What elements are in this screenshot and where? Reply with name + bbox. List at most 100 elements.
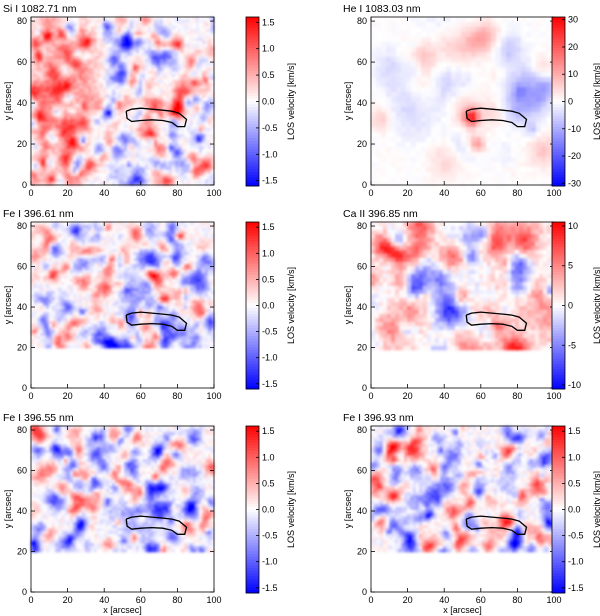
heatmap-cell	[103, 173, 107, 177]
colorbar-segment	[246, 157, 259, 162]
heatmap-cell	[416, 52, 422, 58]
heatmap-cell	[118, 146, 122, 150]
heatmap-cell	[145, 122, 149, 126]
heatmap-cell	[142, 176, 146, 180]
heatmap-cell	[148, 53, 152, 57]
heatmap-cell	[526, 137, 532, 143]
heatmap-cell	[79, 128, 83, 132]
heatmap-cell	[46, 158, 50, 162]
heatmap-cell	[145, 179, 149, 183]
heatmap-cell	[202, 53, 206, 57]
heatmap-cell	[118, 98, 122, 102]
heatmap-cell	[376, 37, 382, 43]
heatmap-cell	[148, 155, 152, 159]
heatmap-cell	[76, 113, 80, 117]
heatmap-cell	[76, 17, 80, 21]
heatmap-cell	[64, 80, 68, 84]
heatmap-cell	[121, 116, 125, 120]
heatmap-cell	[64, 149, 68, 153]
heatmap-cell	[396, 17, 402, 23]
heatmap-cell	[145, 101, 149, 105]
heatmap-cell	[181, 80, 185, 84]
heatmap-cell	[31, 92, 35, 96]
heatmap-cell	[416, 72, 422, 78]
heatmap-cell	[76, 104, 80, 108]
heatmap-cell	[97, 98, 101, 102]
heatmap-cell	[199, 86, 203, 90]
heatmap-cell	[481, 177, 487, 183]
heatmap-cell	[169, 182, 173, 186]
heatmap-cell	[31, 170, 35, 174]
heatmap-cell	[139, 128, 143, 132]
heatmap-cell	[127, 77, 131, 81]
colorbar-segment	[246, 95, 259, 100]
heatmap-cell	[115, 170, 119, 174]
heatmap-cell	[31, 23, 35, 27]
heatmap-cell	[178, 128, 182, 132]
heatmap-cell	[381, 142, 387, 148]
heatmap-cell	[85, 128, 89, 132]
heatmap-cell	[82, 77, 86, 81]
heatmap-cell	[546, 37, 552, 43]
heatmap-cell	[391, 167, 397, 173]
heatmap-cell	[376, 82, 382, 88]
heatmap-cell	[52, 71, 56, 75]
heatmap-cell	[37, 35, 41, 39]
heatmap-cell	[94, 122, 98, 126]
heatmap-cell	[157, 50, 161, 54]
heatmap-cell	[536, 37, 542, 43]
heatmap-cell	[148, 116, 152, 120]
heatmap-cell	[40, 89, 44, 93]
heatmap-cell	[193, 89, 197, 93]
heatmap-cell	[193, 113, 197, 117]
heatmap-cell	[64, 158, 68, 162]
heatmap-cell	[211, 41, 215, 45]
heatmap-cell	[94, 65, 98, 69]
heatmap-cell	[175, 23, 179, 27]
heatmap-cell	[118, 158, 122, 162]
heatmap-cell	[536, 32, 542, 38]
heatmap-cell	[154, 47, 158, 51]
heatmap-cell	[163, 176, 167, 180]
heatmap-cell	[205, 158, 209, 162]
heatmap-cell	[106, 23, 110, 27]
colorbar-segment	[552, 124, 565, 128]
heatmap-cell	[160, 164, 164, 168]
colorbar-segment	[246, 93, 259, 97]
heatmap-cell	[37, 113, 41, 117]
heatmap-cell	[187, 23, 191, 27]
heatmap-cell	[211, 71, 215, 75]
heatmap-cell	[476, 62, 482, 68]
heatmap-cell	[142, 98, 146, 102]
heatmap-cell	[73, 179, 77, 183]
heatmap-cell	[40, 68, 44, 72]
heatmap-cell	[536, 102, 542, 108]
heatmap-cell	[511, 107, 517, 113]
heatmap-cell	[118, 225, 122, 229]
heatmap-cell	[70, 155, 74, 159]
heatmap-cell	[481, 107, 487, 113]
heatmap-cell	[127, 149, 131, 153]
heatmap-cell	[411, 102, 417, 108]
heatmap-cell	[49, 104, 53, 108]
heatmap-cell	[112, 161, 116, 165]
heatmap-cell	[506, 107, 512, 113]
heatmap-cell	[67, 89, 71, 93]
heatmap-cell	[142, 155, 146, 159]
heatmap-cell	[49, 65, 53, 69]
heatmap-cell	[67, 110, 71, 114]
heatmap-cell	[421, 132, 427, 138]
heatmap-cell	[85, 173, 89, 177]
heatmap-cell	[193, 95, 197, 99]
heatmap-cell	[506, 102, 512, 108]
heatmap-cell	[506, 22, 512, 28]
heatmap-cell	[112, 86, 116, 90]
heatmap-cell	[127, 137, 131, 141]
heatmap-cell	[136, 68, 140, 72]
heatmap-cell	[476, 137, 482, 143]
heatmap-cell	[97, 59, 101, 63]
heatmap-cell	[169, 149, 173, 153]
heatmap-cell	[88, 44, 92, 48]
heatmap-cell	[100, 140, 104, 144]
heatmap-cell	[94, 26, 98, 30]
